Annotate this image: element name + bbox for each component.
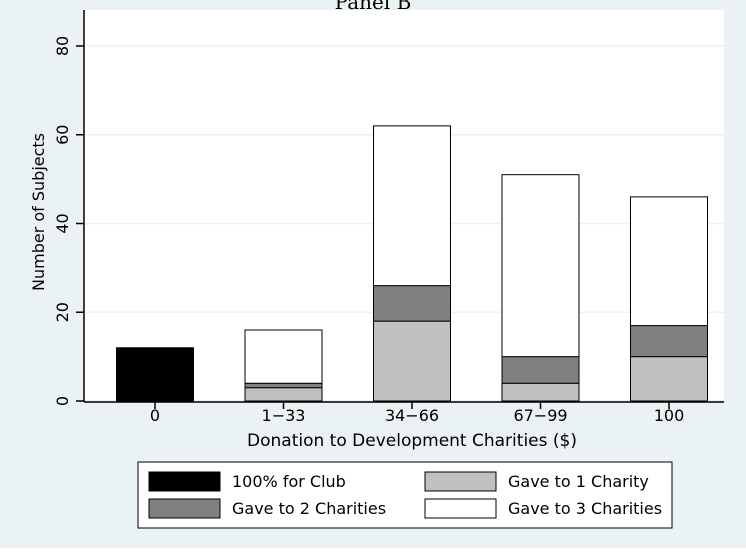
legend-swatch xyxy=(148,498,221,519)
legend: 100% for Club Gave to 1 Charity Gave to 2 … xyxy=(137,461,673,529)
x-tick-label: 67−99 xyxy=(513,406,567,425)
bar-segment xyxy=(630,325,708,358)
bar-segment xyxy=(373,125,451,287)
bar-segment xyxy=(630,356,708,402)
x-tick-label: 1−33 xyxy=(262,406,306,425)
bar-segment xyxy=(630,196,708,327)
x-axis-label: Donation to Development Charities ($) xyxy=(247,431,577,451)
bar-segment xyxy=(244,329,323,384)
bar-segment xyxy=(116,347,194,402)
bar-segment xyxy=(373,285,451,322)
bar-segment xyxy=(244,387,323,402)
y-tick-label: 0 xyxy=(53,396,72,406)
bar-segment xyxy=(501,382,580,402)
legend-swatch xyxy=(148,471,221,492)
y-axis-label: Number of Subjects xyxy=(29,133,48,291)
y-tick-label: 20 xyxy=(53,302,72,322)
x-tick-label: 0 xyxy=(150,406,160,425)
y-tick-label: 60 xyxy=(53,125,72,145)
axes: 0 20 40 60 80 0 1−33 34−66 67−99 100 xyxy=(53,10,724,425)
legend-label: 100% for Club xyxy=(232,472,346,491)
legend-label: Gave to 1 Charity xyxy=(508,472,649,491)
legend-label: Gave to 3 Charities xyxy=(508,499,662,518)
x-tick-label: 100 xyxy=(654,406,685,425)
x-tick-label: 34−66 xyxy=(385,406,439,425)
bar-segment xyxy=(501,174,580,358)
bar-segment xyxy=(373,320,451,402)
legend-swatch xyxy=(424,471,497,492)
legend-swatch xyxy=(424,498,497,519)
y-tick-label: 80 xyxy=(53,36,72,56)
legend-label: Gave to 2 Charities xyxy=(232,499,386,518)
bar-segment xyxy=(501,356,580,384)
legend-box xyxy=(137,461,673,529)
y-tick-label: 40 xyxy=(53,213,72,233)
bar-segment xyxy=(244,382,323,389)
bars xyxy=(116,125,708,402)
